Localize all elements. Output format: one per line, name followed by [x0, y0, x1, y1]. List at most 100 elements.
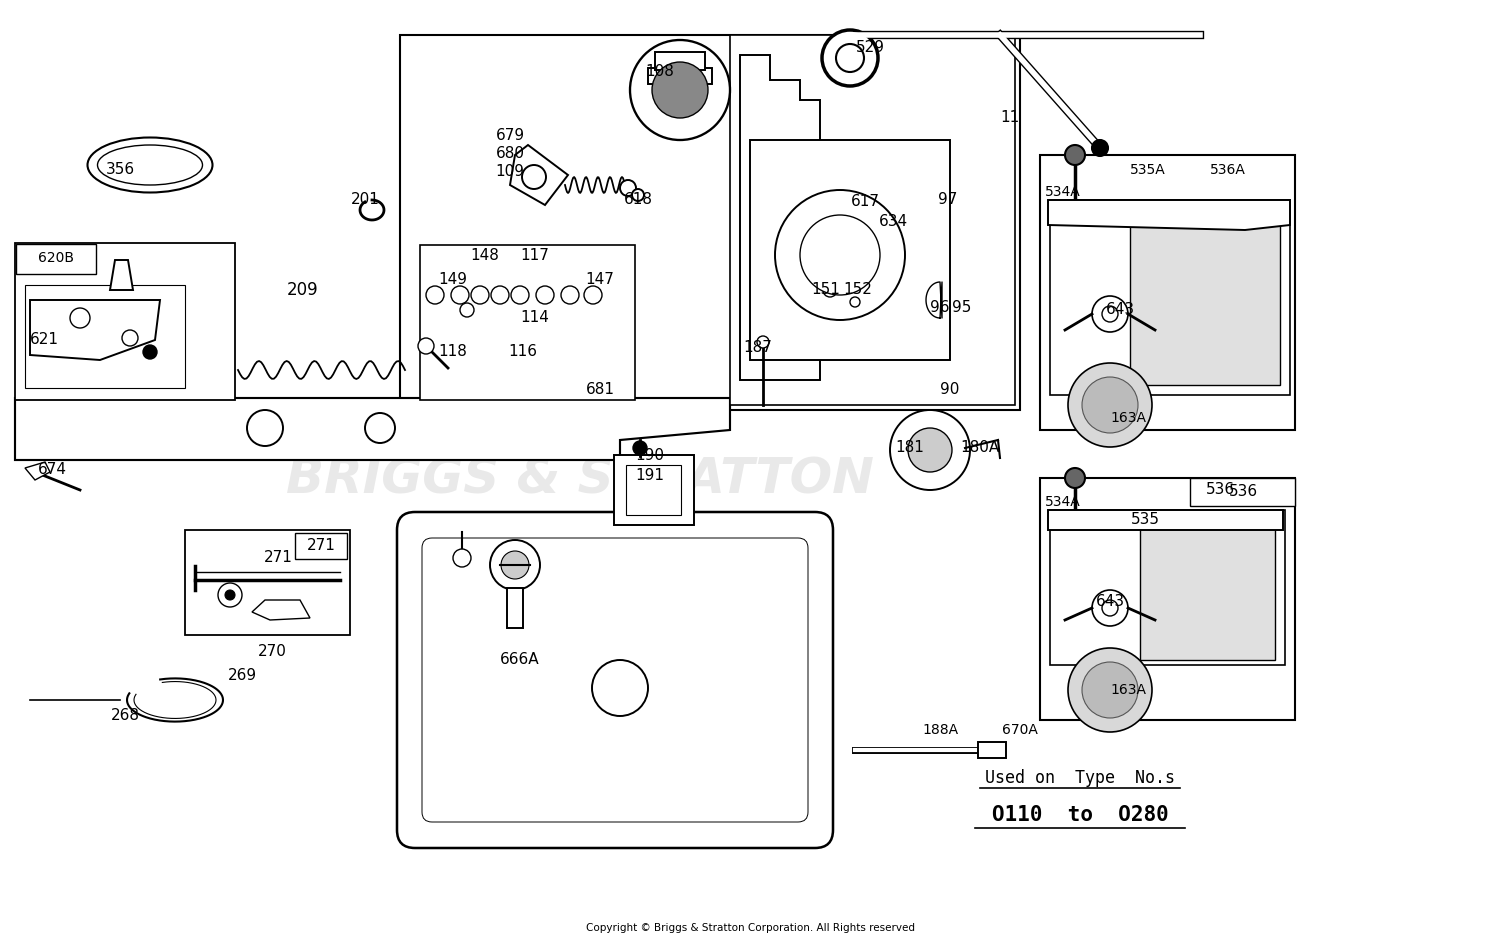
Bar [1190, 478, 1294, 506]
Circle shape [501, 551, 530, 579]
Circle shape [1065, 468, 1084, 488]
Text: 670A: 670A [1002, 723, 1038, 737]
Text: 201: 201 [351, 192, 380, 208]
Circle shape [490, 540, 540, 590]
Bar [750, 140, 950, 360]
Circle shape [1092, 140, 1108, 156]
Bar [507, 588, 524, 628]
Ellipse shape [98, 145, 202, 185]
Text: 535A: 535A [1130, 163, 1166, 177]
Circle shape [620, 180, 636, 196]
Circle shape [512, 286, 530, 304]
Polygon shape [30, 300, 160, 360]
Circle shape [584, 286, 602, 304]
Circle shape [824, 283, 837, 297]
Circle shape [592, 660, 648, 716]
Bar [648, 68, 712, 84]
Text: 674: 674 [38, 463, 66, 478]
Text: 534A: 534A [1046, 185, 1082, 199]
Bar [978, 742, 1006, 758]
Circle shape [890, 410, 971, 490]
Text: 108: 108 [645, 65, 675, 80]
Circle shape [836, 44, 864, 72]
Circle shape [536, 286, 554, 304]
Text: 643: 643 [1095, 594, 1125, 609]
Text: 270: 270 [258, 644, 286, 659]
Circle shape [1102, 600, 1118, 616]
Circle shape [248, 410, 284, 446]
Text: 152: 152 [843, 283, 873, 298]
Text: 151: 151 [812, 283, 840, 298]
Polygon shape [926, 282, 942, 318]
Text: 621: 621 [30, 332, 58, 347]
Bar [656, 52, 705, 70]
Bar [1050, 510, 1286, 665]
Circle shape [632, 189, 644, 201]
Text: 190: 190 [636, 448, 664, 463]
Circle shape [419, 338, 434, 354]
Polygon shape [26, 285, 184, 388]
Bar [296, 533, 346, 559]
Text: 180A: 180A [960, 440, 999, 455]
Text: Used on  Type  No.s: Used on Type No.s [986, 769, 1174, 787]
Circle shape [426, 286, 444, 304]
Text: 679: 679 [495, 128, 525, 143]
Text: 534A: 534A [1046, 495, 1082, 509]
Text: 269: 269 [228, 668, 256, 683]
Text: 181: 181 [896, 440, 924, 455]
Text: 114: 114 [520, 311, 549, 326]
Text: 147: 147 [585, 272, 615, 287]
Text: 191: 191 [636, 468, 664, 483]
Circle shape [522, 165, 546, 189]
Text: 116: 116 [509, 345, 537, 360]
Circle shape [142, 345, 158, 359]
Text: 163A: 163A [1110, 411, 1146, 425]
Circle shape [364, 413, 394, 443]
Text: 187: 187 [744, 341, 772, 356]
Text: 617: 617 [850, 194, 879, 209]
Circle shape [1082, 377, 1138, 433]
Circle shape [652, 62, 708, 118]
Text: 618: 618 [624, 192, 652, 208]
Circle shape [908, 428, 952, 472]
Text: 109: 109 [495, 164, 525, 179]
Circle shape [70, 308, 90, 328]
Circle shape [561, 286, 579, 304]
Bar [400, 35, 1020, 410]
Bar [16, 244, 96, 274]
Text: 209: 209 [286, 281, 320, 299]
Circle shape [460, 303, 474, 317]
Circle shape [1092, 590, 1128, 626]
Circle shape [217, 583, 242, 607]
Bar [1040, 478, 1294, 720]
Text: 643: 643 [1106, 302, 1134, 317]
Circle shape [800, 215, 880, 295]
Text: Copyright © Briggs & Stratton Corporation. All Rights reserved: Copyright © Briggs & Stratton Corporatio… [585, 923, 915, 933]
Polygon shape [1048, 510, 1282, 530]
Text: 149: 149 [438, 272, 468, 287]
Circle shape [822, 30, 878, 86]
Circle shape [1082, 662, 1138, 718]
Text: 117: 117 [520, 248, 549, 263]
Polygon shape [740, 55, 821, 380]
Circle shape [1102, 306, 1118, 322]
Bar [626, 465, 681, 515]
Text: 96: 96 [930, 300, 950, 316]
Text: 666A: 666A [500, 653, 540, 668]
Text: 680: 680 [495, 146, 525, 161]
Text: 271: 271 [306, 537, 336, 552]
Text: 681: 681 [585, 382, 615, 397]
Text: 356: 356 [105, 162, 135, 177]
Circle shape [1068, 363, 1152, 447]
Text: BRIGGS & STRATTON: BRIGGS & STRATTON [286, 456, 874, 504]
Text: 536: 536 [1228, 484, 1257, 499]
FancyBboxPatch shape [398, 512, 832, 848]
Circle shape [1068, 648, 1152, 732]
Text: 536A: 536A [1210, 163, 1246, 177]
Circle shape [776, 190, 904, 320]
Polygon shape [510, 145, 568, 205]
Text: 148: 148 [471, 248, 500, 263]
Bar [1140, 520, 1275, 660]
Text: 118: 118 [438, 345, 468, 360]
Circle shape [452, 286, 470, 304]
